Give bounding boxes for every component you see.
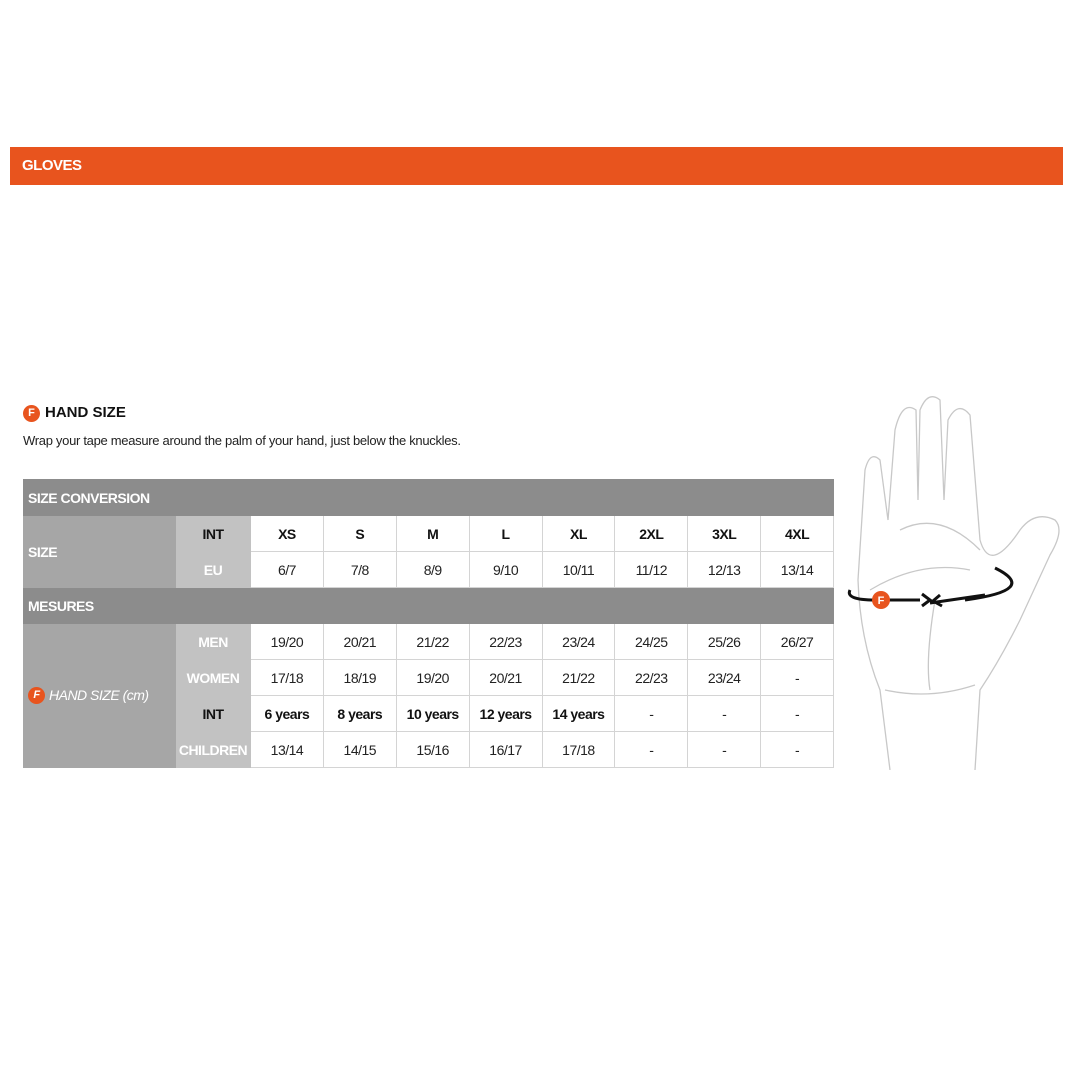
row-group-hand-size: F HAND SIZE (cm) (23, 623, 176, 768)
table-row: MESURES (23, 587, 834, 624)
cell-children-age: 10 years (395, 695, 470, 732)
cell-women: 22/23 (614, 659, 689, 696)
cell-int-size: L (468, 515, 543, 552)
cell-int-size: XS (250, 515, 324, 552)
row-label-women: WOMEN (175, 659, 251, 696)
cell-int-size: 3XL (687, 515, 762, 552)
cell-int-size: M (395, 515, 470, 552)
hand-measure-illustration: F (847, 396, 1060, 770)
category-title: GLOVES (22, 157, 82, 174)
cell-children: 13/14 (250, 731, 324, 768)
cell-children: - (687, 731, 762, 768)
row-label-children-int: INT (175, 695, 251, 732)
cell-children-age: 12 years (468, 695, 543, 732)
hand-size-label: HAND SIZE (cm) (49, 686, 149, 703)
f-badge-icon: F (23, 404, 40, 422)
section-header-size-conversion: SIZE CONVERSION (23, 479, 834, 516)
table-row: SIZE CONVERSION (23, 479, 834, 516)
cell-children: 14/15 (322, 731, 397, 768)
section-header-mesures: MESURES (23, 587, 834, 624)
f-badge-icon: F (28, 687, 45, 705)
cell-eu-size: 12/13 (687, 551, 762, 588)
cell-men: 25/26 (687, 623, 762, 660)
hand-outline (857, 396, 1060, 770)
cell-eu-size: 6/7 (250, 551, 324, 588)
table-row: SIZE INT XS S M L XL 2XL 3XL 4XL (23, 515, 834, 588)
cell-children-age: - (687, 695, 762, 732)
f-badge-icon: F (878, 595, 885, 607)
cell-eu-size: 11/12 (614, 551, 689, 588)
row-label-men: MEN (175, 623, 251, 660)
cell-children-age: 14 years (541, 695, 616, 732)
table-row: WOMEN 17/18 18/19 19/20 20/21 21/22 22/23 23/24… (24, 659, 834, 696)
cell-int-size: 4XL (760, 515, 834, 552)
cell-women: 19/20 (395, 659, 470, 696)
cell-children-age: 6 years (250, 695, 324, 732)
size-table: SIZE CONVERSION SIZE INT XS S M L XL 2XL 3XL 4XL EU… (23, 479, 834, 768)
row-label-eu: EU (175, 551, 251, 588)
cell-children-age: 8 years (322, 695, 397, 732)
section-title-text: HAND SIZE (45, 404, 126, 421)
cell-int-size: S (322, 515, 397, 552)
category-banner: GLOVES (10, 147, 1063, 185)
cell-women: 21/22 (541, 659, 616, 696)
section-title: F HAND SIZE (23, 404, 126, 422)
cell-children-age: - (614, 695, 689, 732)
cell-int-size: XL (541, 515, 616, 552)
cell-men: 24/25 (614, 623, 689, 660)
cell-eu-size: 10/11 (541, 551, 616, 588)
cell-children: - (760, 731, 834, 768)
row-label-children: CHILDREN (175, 731, 251, 768)
cell-men: 26/27 (760, 623, 834, 660)
row-group-size: SIZE (23, 515, 176, 588)
cell-children: - (614, 731, 689, 768)
row-label-int: INT (175, 515, 251, 552)
cell-eu-size: 7/8 (322, 551, 397, 588)
table-row: F HAND SIZE (cm) MEN 19/20 20/21 21/22 22/23 23… (23, 623, 834, 768)
cell-eu-size: 13/14 (760, 551, 834, 588)
cell-women: 18/19 (322, 659, 397, 696)
cell-women: 20/21 (468, 659, 543, 696)
cell-children: 15/16 (395, 731, 470, 768)
cell-women: 17/18 (250, 659, 324, 696)
cell-eu-size: 9/10 (468, 551, 543, 588)
cell-eu-size: 8/9 (395, 551, 470, 588)
cell-men: 22/23 (468, 623, 543, 660)
section-description: Wrap your tape measure around the palm o… (23, 433, 461, 448)
cell-int-size: 2XL (614, 515, 689, 552)
cell-women: - (760, 659, 834, 696)
cell-men: 20/21 (322, 623, 397, 660)
table-row: EU 6/7 7/8 8/9 9/10 10/11 11/12 12/13 13/14 (24, 551, 834, 588)
cell-men: 23/24 (541, 623, 616, 660)
table-row: INT 6 years 8 years 10 years 12 years 14 year… (24, 695, 834, 732)
table-row: CHILDREN 13/14 14/15 15/16 16/17 17/18- - - (24, 731, 834, 768)
cell-children: 16/17 (468, 731, 543, 768)
cell-men: 21/22 (395, 623, 470, 660)
cell-women: 23/24 (687, 659, 762, 696)
cell-men: 19/20 (250, 623, 324, 660)
cell-children-age: - (760, 695, 834, 732)
cell-children: 17/18 (541, 731, 616, 768)
